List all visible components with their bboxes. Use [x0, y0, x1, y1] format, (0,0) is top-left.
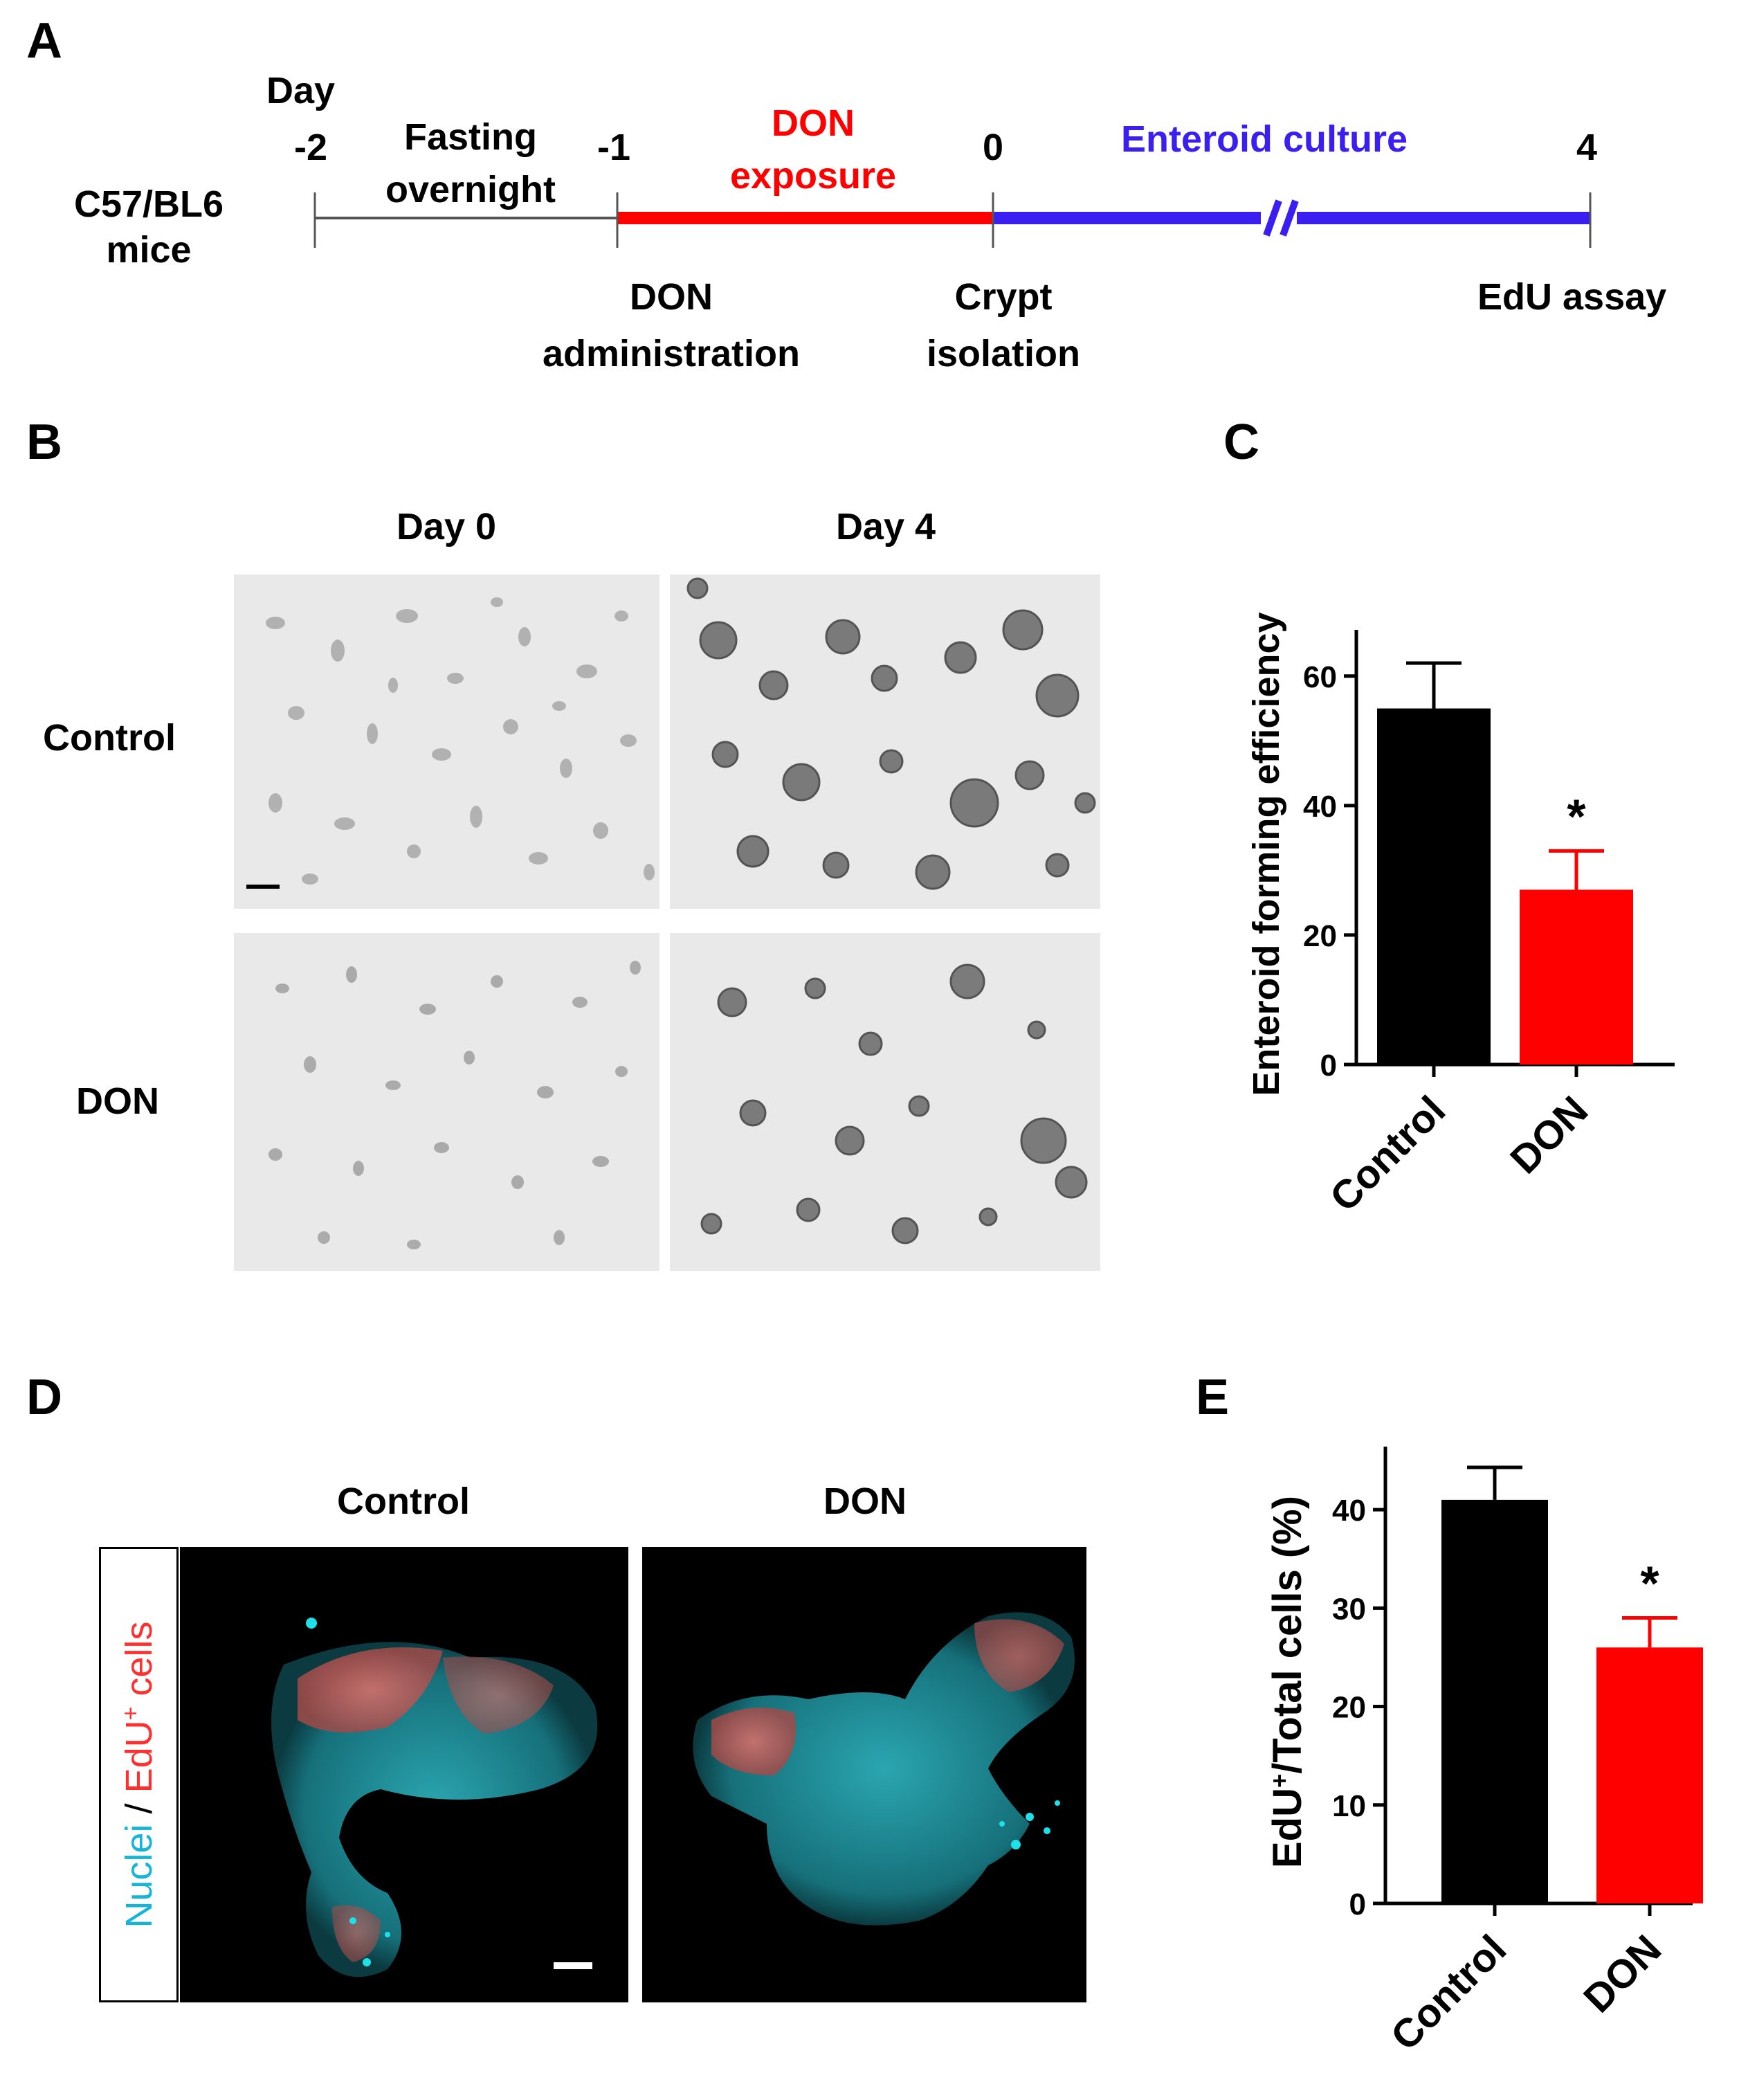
- col-label-day4: Day 4: [835, 506, 936, 547]
- chart-c: 0 20 40 60 Control DON * Enteroid forming effic…: [1246, 612, 1675, 1220]
- don-exposure-line-2: exposure: [729, 155, 897, 197]
- stain-legend: Nuclei / EdU+ cells: [118, 1621, 161, 1928]
- y-tick-label: 0: [1349, 1888, 1366, 1921]
- culture-label: Enteroid culture: [1121, 118, 1408, 160]
- fluorescence-control-image: [271, 1618, 598, 1977]
- edu-label: EdU: [118, 1720, 160, 1793]
- fasting-line-1: Fasting: [403, 116, 537, 158]
- mouse-species: mice: [106, 229, 192, 271]
- micrograph-control-day0-image: [246, 597, 655, 889]
- y-axis-label-main: EdU: [1265, 1788, 1310, 1868]
- y-tick-label: 30: [1332, 1592, 1366, 1626]
- fasting-line-2: overnight: [385, 169, 556, 210]
- don-exposure-line-1: DON: [772, 102, 855, 144]
- stain-legend-box: Nuclei / EdU+ cells: [99, 1547, 179, 2002]
- micrograph-don-day4-image: [700, 963, 1088, 1244]
- tick-label-4: 4: [1576, 127, 1598, 168]
- y-tick-label: 60: [1303, 660, 1337, 694]
- col-label-don: DON: [823, 1481, 907, 1522]
- nuclei-label: Nuclei: [118, 1824, 160, 1928]
- panel-letter-c: C: [1223, 415, 1259, 470]
- y-tick-label: 40: [1332, 1494, 1366, 1528]
- tick-label-0: 0: [983, 127, 1004, 168]
- panel-letter-a: A: [26, 13, 62, 69]
- micrograph-don-day0: [234, 933, 659, 1271]
- isolation-label: Crypt isolation: [893, 269, 1114, 382]
- day-label: Day: [266, 70, 336, 111]
- scale-bar: [554, 1962, 592, 1969]
- mouse-label: C57/BL6 mice: [45, 181, 253, 273]
- significance-marker: *: [1567, 789, 1586, 843]
- tick-label-minus1: -1: [597, 127, 631, 168]
- mouse-strain: C57/BL6: [73, 183, 224, 225]
- micrograph-don-day4: [670, 933, 1100, 1271]
- tick-label-minus2: -2: [294, 127, 328, 168]
- isolation-line-2: isolation: [926, 333, 1080, 374]
- legend-separator: /: [118, 1793, 160, 1825]
- administration-line-2: administration: [542, 333, 801, 374]
- significance-marker: *: [1640, 1557, 1659, 1611]
- y-tick-label: 20: [1303, 919, 1337, 953]
- y-tick-label: 20: [1332, 1691, 1366, 1725]
- y-tick-label: 40: [1303, 790, 1337, 824]
- fluorescence-don: [642, 1547, 1086, 2002]
- micrograph-control-day4-image: [686, 577, 1096, 890]
- axis-break-mark: [1261, 199, 1299, 237]
- bar-control: [1377, 708, 1491, 1065]
- x-tick-label: Control: [1321, 1087, 1454, 1220]
- bar-don: [1596, 1647, 1703, 1903]
- y-tick-label: 0: [1320, 1049, 1337, 1083]
- row-label-don: DON: [76, 1080, 159, 1122]
- isolation-line-1: Crypt: [954, 276, 1053, 318]
- bar-control: [1441, 1499, 1548, 1903]
- panel-letter-e: E: [1196, 1370, 1230, 1425]
- x-tick-label: Control: [1382, 1926, 1515, 2059]
- col-label-control: Control: [337, 1481, 470, 1522]
- cells-label: cells: [118, 1621, 160, 1707]
- don-exposure-label: DON exposure: [699, 97, 927, 202]
- bar-don: [1520, 889, 1633, 1065]
- x-tick-label: DON: [1575, 1926, 1670, 2021]
- y-axis-label-sup: +: [1266, 1774, 1293, 1788]
- fluorescence-control: [180, 1547, 628, 2002]
- y-axis-label-rest: /Total cells (%): [1265, 1496, 1310, 1774]
- edu-superscript: +: [117, 1706, 144, 1721]
- administration-line-1: DON: [630, 276, 713, 318]
- administration-label: DON administration: [526, 269, 817, 382]
- timeline-diagram: [313, 192, 1592, 248]
- assay-label: EdU assay: [1477, 276, 1667, 318]
- scale-bar: [246, 885, 280, 889]
- micrograph-don-day0-image: [268, 961, 641, 1249]
- y-axis-label: EdU+/Total cells (%): [1265, 1496, 1310, 1868]
- panel-letter-d: D: [26, 1370, 62, 1425]
- col-label-day0: Day 0: [396, 506, 497, 547]
- fluorescence-don-image: [693, 1612, 1075, 1926]
- micrograph-control-day4: [670, 574, 1100, 909]
- fasting-label: Fasting overnight: [353, 111, 588, 216]
- x-tick-label: DON: [1502, 1087, 1596, 1182]
- row-label-control: Control: [43, 717, 176, 759]
- panel-letter-b: B: [26, 415, 62, 470]
- y-tick-label: 10: [1332, 1789, 1366, 1823]
- micrograph-control-day0: [234, 574, 659, 909]
- chart-e: 0 10 20 30 40 Control DON * EdU+/Total cells (%): [1265, 1447, 1703, 2059]
- y-axis-label: Enteroid forming efficiency: [1246, 612, 1287, 1096]
